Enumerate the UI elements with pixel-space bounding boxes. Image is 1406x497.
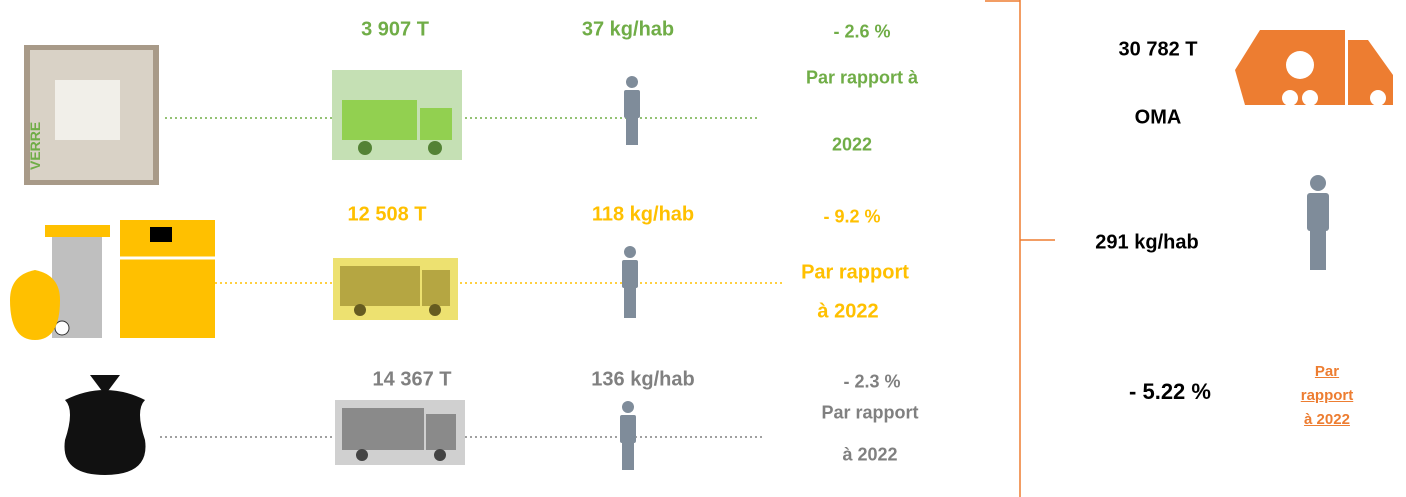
glass-container: VERRE [24,45,159,185]
tonnage: 14 367 T [372,368,452,391]
total-tonnage: 30 782 T [1118,38,1198,61]
change: - 2.6 % [833,21,891,42]
dotted-lines [160,117,785,438]
comparison: 2022 [831,134,873,155]
svg-text:VERRE: VERRE [27,122,43,170]
comparison: Par rapport [821,402,919,423]
person-icons [620,76,1329,470]
total-label: OMA [1134,106,1182,129]
bracket [985,0,1055,497]
comparison-link[interactable]: Par rapport à 2022 [1288,360,1367,432]
comparison: à 2022 [817,300,879,323]
per-capita: 37 kg/hab [581,18,675,41]
link-line[interactable]: à 2022 [1304,411,1350,428]
total-per-capita: 291 kg/hab [1095,231,1199,254]
comparison: Par rapport [801,261,909,284]
per-capita: 118 kg/hab [591,203,695,226]
link-line[interactable]: Par rapport [1300,363,1354,404]
change: - 2.3 % [843,371,901,392]
comparison: Par rapport à [805,67,919,88]
tonnage: 12 508 T [347,203,427,226]
comparison: à 2022 [842,444,898,465]
tonnage: 3 907 T [361,18,429,41]
black-bag [64,375,146,475]
per-capita: 136 kg/hab [591,368,695,391]
yellow-bins [10,220,215,340]
change: - 9.2 % [823,206,881,227]
trucks [332,30,1393,465]
total-change: - 5.22 % [1129,379,1211,404]
